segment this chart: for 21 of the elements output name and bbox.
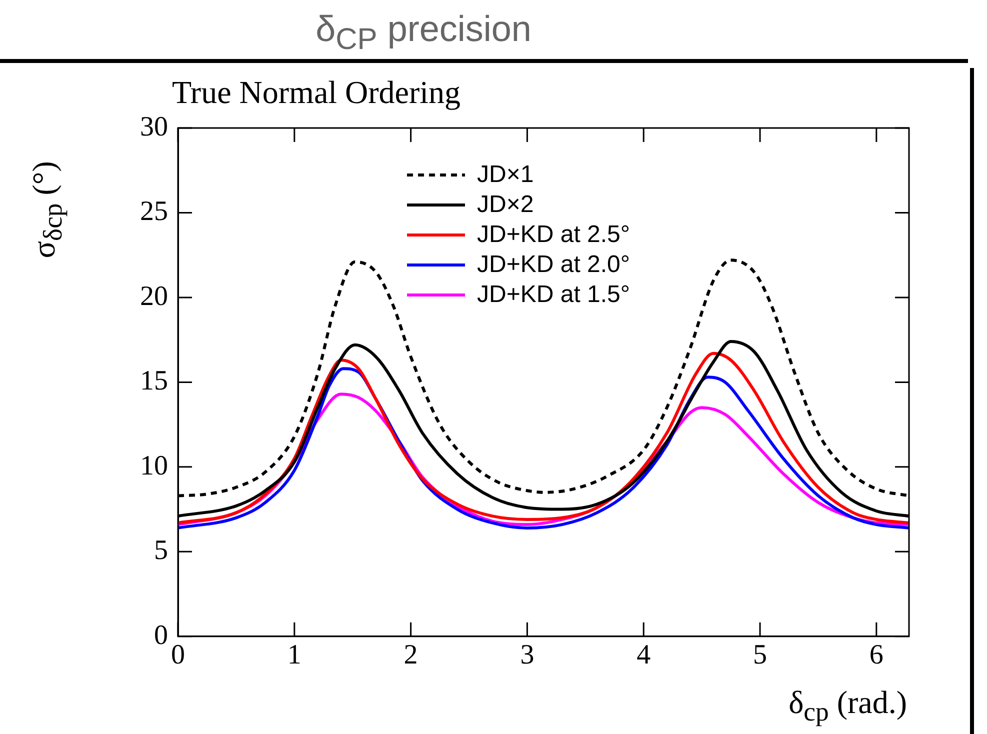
y-tick-label: 10 xyxy=(140,450,168,482)
y-tick-label: 0 xyxy=(154,620,168,651)
y-tick-label: 5 xyxy=(154,535,168,566)
x-tick-label: 2 xyxy=(404,640,418,671)
y-tick-label: 15 xyxy=(140,366,168,397)
chart-subtitle: True Normal Ordering xyxy=(172,74,461,111)
x-tick-label: 6 xyxy=(869,640,884,671)
y-tick-label: 25 xyxy=(140,196,168,228)
legend-label: JD×2 xyxy=(477,191,534,219)
y-tick-label: 30 xyxy=(140,111,168,142)
x-tick-label: 3 xyxy=(520,640,534,671)
x-axis-title: δ$_{cp}$ (rad.) xyxy=(788,684,907,728)
legend-label: JD+KD at 2.5° xyxy=(477,221,630,249)
x-tick-label: 5 xyxy=(753,640,768,671)
legend-label: JD+KD at 2.0° xyxy=(477,251,630,279)
legend-label: JD×1 xyxy=(477,161,534,189)
legend-label: JD+KD at 1.5° xyxy=(477,281,630,309)
x-tick-label: 1 xyxy=(287,640,302,671)
chart-title: δ$_{CP}$ precision xyxy=(314,8,532,58)
y-tick-label: 20 xyxy=(140,280,168,312)
x-tick-label: 4 xyxy=(636,640,651,671)
